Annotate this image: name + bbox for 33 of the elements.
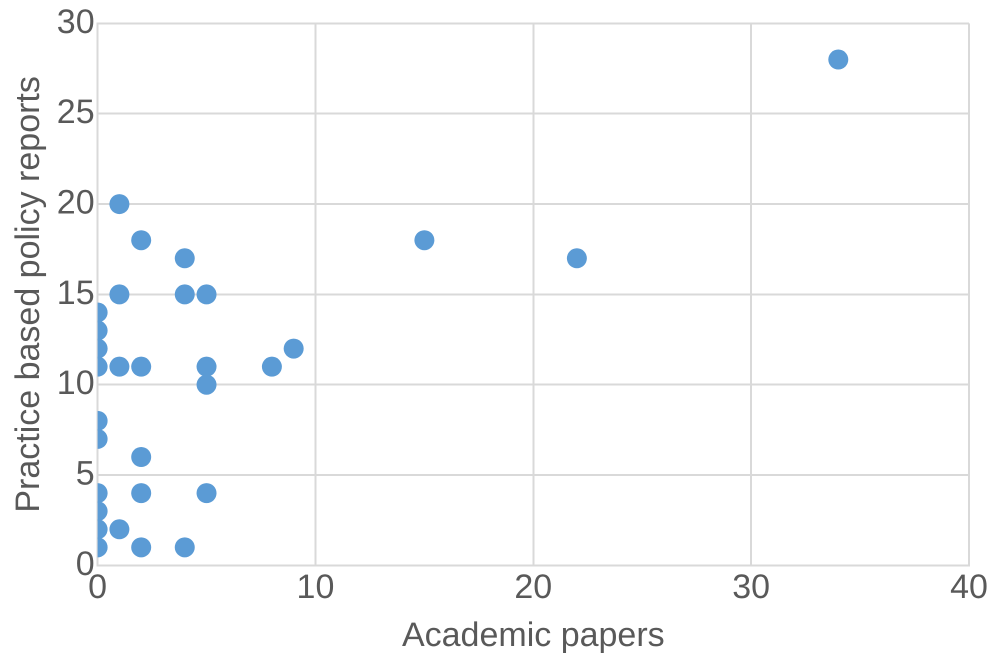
point [262, 356, 282, 377]
x-tick-label: 10 [296, 568, 334, 606]
x-tick-label: 40 [950, 568, 988, 606]
y-tick-label: 15 [56, 274, 95, 312]
point [109, 519, 130, 540]
point [109, 356, 130, 377]
y-tick-label: 5 [76, 454, 95, 492]
y-tick-label: 25 [56, 93, 95, 132]
y-axis-title: Practice based policy reports [8, 76, 47, 513]
point [109, 284, 130, 304]
point [174, 248, 195, 268]
point [414, 230, 434, 250]
y-tick-label: 20 [56, 183, 95, 222]
point [131, 447, 152, 467]
point [196, 374, 217, 395]
y-tick-label: 10 [56, 364, 95, 402]
point [131, 356, 152, 377]
point [131, 230, 152, 250]
y-tick-label: 30 [56, 2, 95, 41]
x-tick-label: 30 [732, 568, 770, 606]
point [109, 194, 130, 214]
point [131, 483, 152, 504]
point [131, 537, 152, 558]
point [174, 284, 195, 304]
point [828, 50, 848, 70]
point [284, 338, 304, 359]
point [196, 356, 217, 377]
x-tick-label: 20 [514, 568, 552, 606]
x-axis-title: Academic papers [402, 616, 665, 654]
point [174, 537, 195, 558]
point [566, 248, 587, 268]
point [196, 284, 217, 304]
point [196, 483, 217, 504]
